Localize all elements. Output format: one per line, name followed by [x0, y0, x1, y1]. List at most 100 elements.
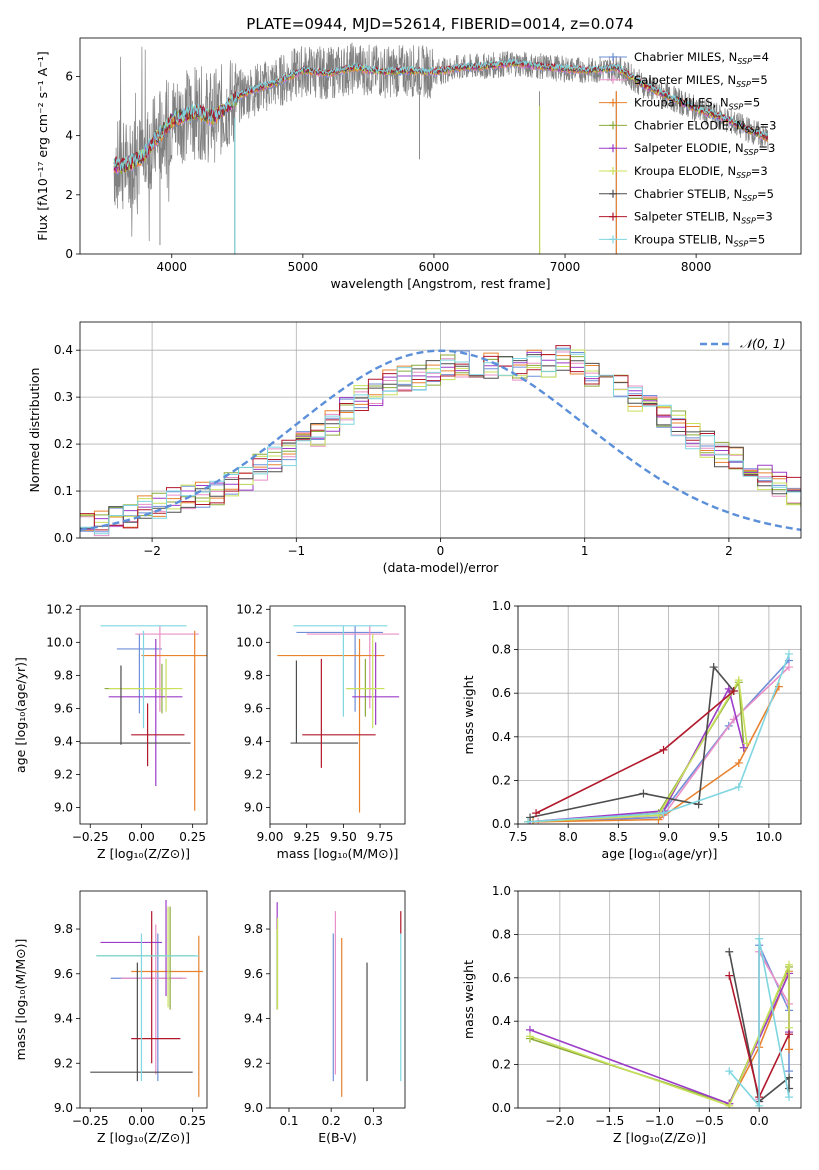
legend-label: Kroupa STELIB, NSSP=5	[634, 232, 765, 248]
weight-marker	[659, 745, 668, 754]
x-axis-label: Z [log₁₀(Z/Z⊙)]	[613, 1130, 706, 1145]
y-tick-label: 9.0	[54, 800, 73, 814]
x-tick-label: −2.0	[545, 1114, 574, 1128]
x-tick-label: 9.50	[330, 830, 357, 844]
x-tick-label: 7000	[550, 260, 581, 274]
weight-line-kroupa_miles	[533, 686, 780, 823]
legend-marker	[609, 144, 617, 153]
weight-marker	[725, 947, 734, 956]
weight-line-kroupa_elodie	[527, 677, 748, 823]
x-tick-label: 6000	[419, 260, 450, 274]
y-tick-label: 0.2	[492, 773, 511, 787]
model-line-kroupa_stelib	[113, 58, 768, 171]
y-tick-label: 0.0	[492, 817, 511, 831]
weight-marker	[734, 782, 743, 791]
legend-label: Chabrier ELODIE, NSSP=3	[634, 118, 776, 134]
weight-marker	[729, 687, 738, 696]
weight-marker	[734, 758, 743, 767]
x-tick-label: 10.0	[756, 830, 783, 844]
legend: Chabrier MILES, NSSP=4 Salpeter MILES, NS…	[599, 50, 776, 248]
x-tick-label: 2	[725, 544, 733, 558]
weight-marker	[725, 971, 734, 980]
axes-frame	[269, 605, 406, 825]
legend-marker	[609, 53, 617, 61]
weight-marker	[742, 739, 751, 748]
weight-marker	[734, 676, 743, 685]
weight-marker	[785, 1084, 794, 1093]
weight-marker	[524, 817, 533, 824]
y-tick-label: 0.8	[492, 643, 511, 657]
y-tick-label: 9.8	[244, 668, 263, 682]
legend-label: Chabrier STELIB, NSSP=5	[634, 187, 774, 203]
legend-marker	[609, 167, 617, 175]
legend-label: Kroupa ELODIE, NSSP=3	[634, 164, 768, 180]
y-tick-label: 9.0	[244, 800, 263, 814]
gaussian-curve	[80, 349, 801, 531]
y-axis-label: mass [log₁₀(M/M⊙)]	[13, 939, 28, 1061]
y-tick-label: 9.2	[54, 767, 73, 781]
histogram-kroupa_stelib	[80, 348, 801, 535]
y-tick-label: 6	[65, 69, 73, 83]
y-tick-label: 4	[65, 129, 73, 143]
y-tick-label: 0.6	[492, 971, 511, 985]
x-axis-label: E(B-V)	[318, 1130, 357, 1145]
weight-marker	[725, 1067, 734, 1076]
x-tick-label: 0.00	[128, 830, 155, 844]
y-tick-label: 9.6	[54, 967, 73, 981]
plot-area	[80, 625, 207, 811]
plot-area	[113, 42, 769, 254]
y-tick-label: 9.0	[54, 1101, 73, 1115]
y-tick-label: 9.6	[244, 701, 263, 715]
legend-marker	[609, 189, 617, 198]
legend-marker	[609, 212, 617, 221]
x-tick-label: −0.25	[72, 830, 109, 844]
plot-area	[525, 934, 794, 1108]
weight-marker	[709, 663, 718, 672]
x-tick-label: 0.00	[128, 1114, 155, 1128]
x-tick-label: 9.5	[709, 830, 728, 844]
x-tick-label: 9.25	[293, 830, 320, 844]
x-axis-label: Z [log₁₀(Z/Z⊙)]	[97, 1130, 190, 1145]
figure-title: PLATE=0944, MJD=52614, FIBERID=0014, z=0…	[246, 15, 633, 33]
y-tick-label: 9.2	[244, 1056, 263, 1070]
weight-marker	[784, 649, 793, 658]
weight-line-kroupa_stelib	[527, 653, 790, 823]
x-tick-label: 9.00	[257, 830, 284, 844]
y-tick-label: 10.0	[46, 635, 73, 649]
weight-marker	[739, 743, 748, 752]
x-tick-label: 8.0	[559, 830, 578, 844]
y-tick-label: 0.6	[492, 686, 511, 700]
weight-marker	[785, 1045, 794, 1054]
legend-label: 𝒩(0, 1)	[740, 336, 786, 351]
x-tick-label: 9.0	[659, 830, 678, 844]
y-tick-label: 9.4	[244, 734, 263, 748]
y-tick-label: 0.0	[54, 531, 73, 545]
weight-line-chabrier_stelib	[728, 951, 790, 1103]
y-tick-label: 9.4	[54, 1012, 73, 1026]
x-tick-label: 0	[437, 544, 445, 558]
x-tick-label: 0.2	[322, 1114, 341, 1128]
x-tick-label: 5000	[288, 260, 319, 274]
axes-frame	[79, 605, 208, 825]
y-axis-label: Flux [fλ10⁻¹⁷ erg cm⁻² s⁻¹ A⁻¹]	[35, 51, 50, 240]
y-axis-label: Normed distribution	[27, 368, 42, 493]
panel-weight_vs_Z: −2.0 −1.5 −1.0 −0.5 0.0 0.0 0.2 0.4 0.6 0.8 1.0 Z […	[461, 884, 802, 1145]
y-tick-label: 1.0	[492, 884, 511, 898]
x-tick-label: 4000	[156, 260, 187, 274]
weight-line-kroupa_stelib	[728, 938, 790, 1108]
panel-weight_vs_age: 7.5 8.0 8.5 9.0 9.5 10.0 0.0 0.2 0.4 0.6 0.8 1.0 age…	[461, 599, 802, 861]
y-tick-label: 0.8	[492, 927, 511, 941]
x-tick-label: 0.25	[179, 1114, 206, 1128]
weight-marker	[784, 663, 793, 672]
y-tick-label: 9.8	[54, 668, 73, 682]
plot-area	[90, 899, 203, 1097]
axes-frame	[517, 605, 802, 825]
x-axis-label: Z [log₁₀(Z/Z⊙)]	[97, 846, 190, 861]
legend-marker	[609, 98, 617, 107]
x-tick-label: 9.75	[367, 830, 394, 844]
weight-marker	[725, 1101, 734, 1108]
x-tick-label: −1	[287, 544, 305, 558]
x-tick-label: 8000	[681, 260, 712, 274]
legend-label: Salpeter STELIB, NSSP=3	[634, 210, 773, 226]
legend-label: Kroupa MILES, NSSP=5	[634, 96, 760, 112]
